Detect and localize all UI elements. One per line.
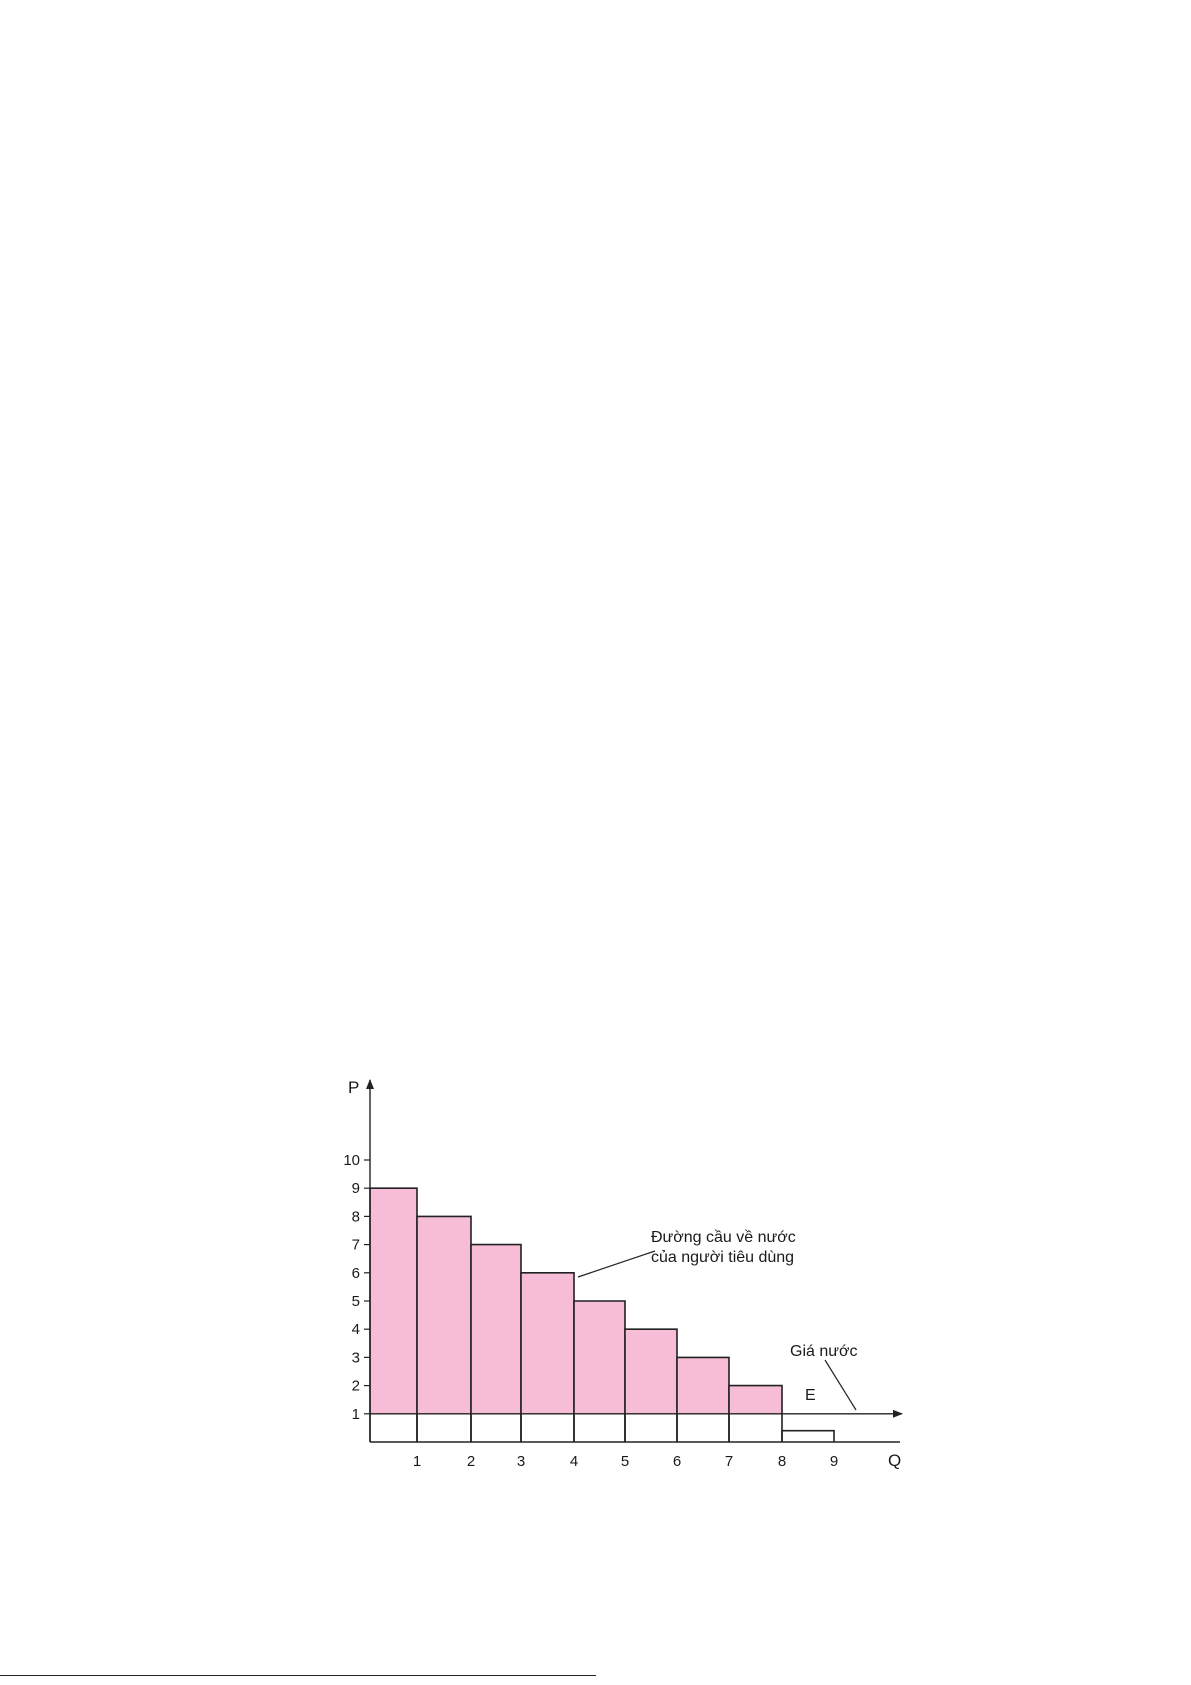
y-tick-label-1: 1 bbox=[352, 1406, 360, 1423]
footnote-rule bbox=[0, 1675, 596, 1676]
x-axis-title: Q bbox=[888, 1451, 901, 1470]
y-tick-label-8: 8 bbox=[352, 1208, 360, 1225]
surplus-bar-2 bbox=[417, 1216, 471, 1414]
y-tick-label-10: 10 bbox=[343, 1152, 360, 1169]
x-tick-label-6: 6 bbox=[673, 1453, 681, 1470]
demand-bar-outline-9 bbox=[781, 1429, 835, 1442]
demand-curve-label-line-2: của người tiêu dùng bbox=[651, 1249, 794, 1266]
demand-curve-label-line-1: Đường cầu về nước bbox=[651, 1229, 796, 1246]
x-tick-label-5: 5 bbox=[621, 1453, 629, 1470]
ticks-layer: 1 2 3 4 5 6 7 8 9 10 1 2 3 4 5 6 7 8 9 bbox=[343, 1152, 838, 1470]
x-tick-label-8: 8 bbox=[778, 1453, 786, 1470]
surplus-bar-1 bbox=[370, 1188, 417, 1414]
surplus-bar-5 bbox=[574, 1301, 625, 1414]
y-tick-label-7: 7 bbox=[352, 1237, 360, 1254]
y-tick-label-5: 5 bbox=[352, 1293, 360, 1310]
y-tick-label-3: 3 bbox=[352, 1349, 360, 1366]
y-tick-label-9: 9 bbox=[352, 1180, 360, 1197]
x-tick-label-3: 3 bbox=[517, 1453, 525, 1470]
surplus-bar-6 bbox=[625, 1329, 677, 1414]
y-tick-label-2: 2 bbox=[352, 1378, 360, 1395]
surplus-bar-7 bbox=[677, 1357, 729, 1414]
price-label: Giá nước bbox=[790, 1343, 857, 1360]
point-e-label: E bbox=[805, 1387, 816, 1404]
x-tick-label-2: 2 bbox=[467, 1453, 475, 1470]
y-tick-label-4: 4 bbox=[352, 1321, 360, 1338]
x-tick-label-9: 9 bbox=[830, 1453, 838, 1470]
demand-curve-pointer bbox=[577, 1250, 656, 1278]
x-tick-label-1: 1 bbox=[413, 1453, 421, 1470]
x-tick-label-7: 7 bbox=[725, 1453, 733, 1470]
price-pointer bbox=[824, 1359, 857, 1411]
surplus-bar-3 bbox=[471, 1244, 521, 1414]
surplus-bar-8 bbox=[729, 1385, 782, 1414]
y-axis-title: P bbox=[348, 1078, 359, 1097]
x-tick-label-4: 4 bbox=[570, 1453, 578, 1470]
bars-layer bbox=[369, 1187, 835, 1442]
y-tick-label-6: 6 bbox=[352, 1265, 360, 1282]
surplus-bar-4 bbox=[521, 1272, 574, 1414]
